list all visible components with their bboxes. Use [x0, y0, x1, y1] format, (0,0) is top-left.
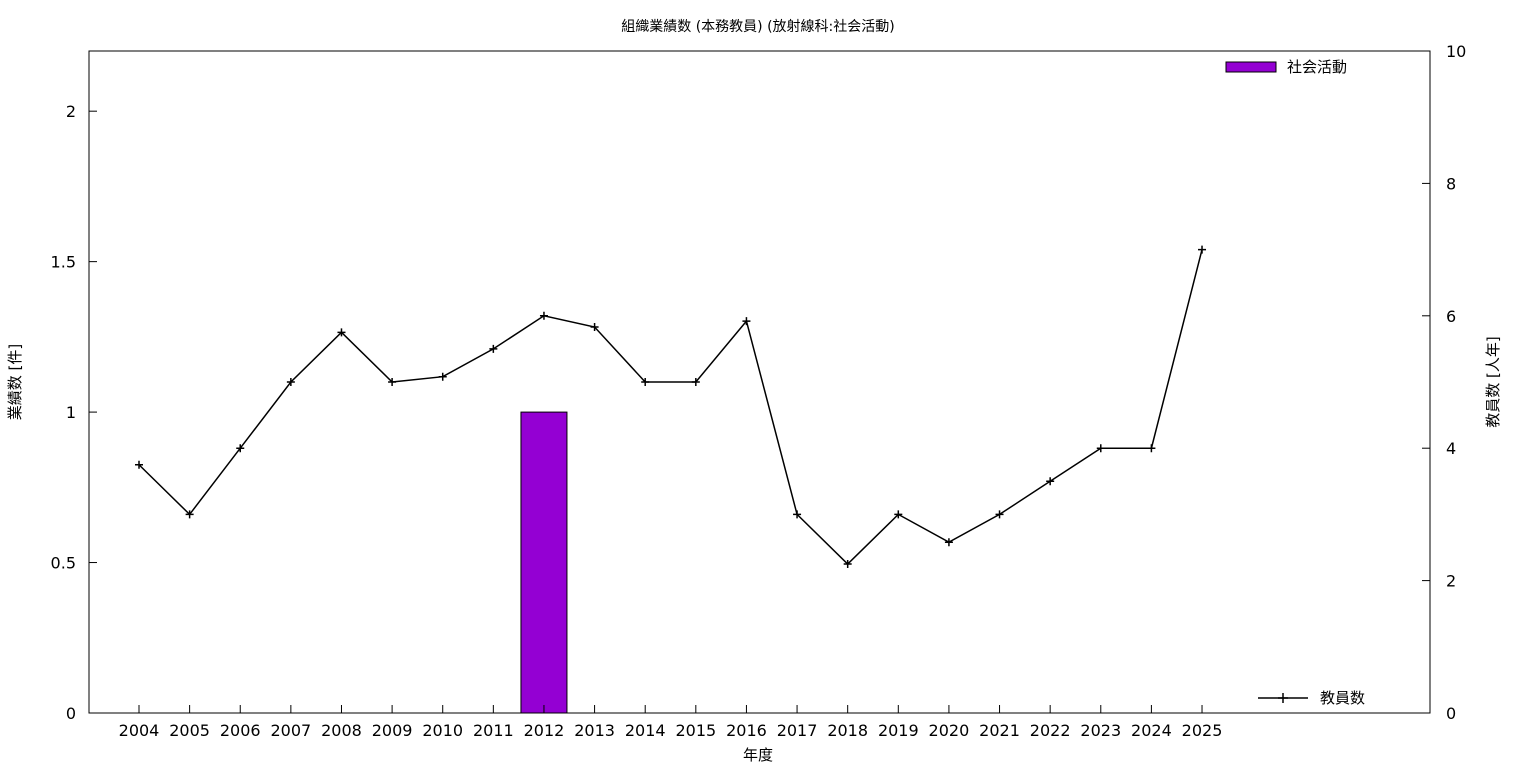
line-point: [995, 510, 1004, 519]
line-point: [1096, 444, 1105, 453]
y-tick-label: 2: [66, 102, 76, 121]
line-point: [286, 378, 295, 386]
x-tick-label: 2018: [827, 721, 868, 740]
x-tick-label: 2008: [321, 721, 362, 740]
line-point: [843, 560, 852, 569]
chart-title: 組織業績数 (本務教員) (放射線科:社会活動): [621, 19, 894, 35]
line-series: [135, 245, 1207, 569]
y-tick-label: 1: [66, 403, 76, 422]
y2-tick-label: 10: [1446, 42, 1466, 61]
line-point: [1198, 245, 1207, 254]
y2-tick-label: 2: [1446, 572, 1456, 591]
left-axis-ticks: 0 0.5 1 1.5 2: [51, 102, 97, 723]
y-tick-label: 0: [66, 704, 76, 723]
x-tick-label: 2006: [220, 721, 261, 740]
x-tick-label: 2012: [524, 721, 565, 740]
x-tick-label: 2014: [625, 721, 666, 740]
legend-line: 教員数: [1258, 689, 1365, 707]
x-tick-label: 2013: [574, 721, 615, 740]
x-tick-label: 2023: [1080, 721, 1121, 740]
x-axis-ticks: 2004 2005 2006 2007 2008 2009 2010 2011 2012 2013…: [119, 705, 1223, 740]
line-point: [691, 378, 700, 386]
legend-line-label: 教員数: [1320, 689, 1365, 707]
x-tick-label: 2017: [777, 721, 818, 740]
x-tick-label: 2015: [675, 721, 716, 740]
line-point: [438, 372, 447, 381]
x-tick-label: 2010: [422, 721, 463, 740]
bar-series: [520, 411, 568, 714]
line-point: [388, 378, 397, 386]
x-tick-label: 2016: [726, 721, 767, 740]
line-point: [590, 323, 599, 332]
line-path: [138, 249, 1203, 566]
line-point: [539, 311, 548, 320]
right-axis-ticks: 0 2 4 6 8 10: [1422, 42, 1466, 723]
x-tick-label: 2022: [1030, 721, 1071, 740]
legend-bar-label: 社会活動: [1287, 58, 1347, 76]
y-axis-label: 業績数 [件]: [6, 344, 24, 420]
line-point: [337, 328, 346, 337]
y2-tick-label: 6: [1446, 307, 1456, 326]
x-tick-label: 2020: [929, 721, 970, 740]
x-tick-label: 2011: [473, 721, 514, 740]
line-point: [641, 378, 650, 386]
bar: [520, 411, 568, 714]
line-point: [135, 460, 143, 469]
line-point: [793, 510, 802, 519]
x-tick-label: 2019: [878, 721, 919, 740]
x-tick-label: 2021: [979, 721, 1020, 740]
line-point: [944, 538, 953, 547]
x-tick-label: 2009: [372, 721, 413, 740]
legend-bar: 社会活動: [1225, 58, 1347, 76]
y2-axis-label: 教員数 [人年]: [1484, 336, 1502, 427]
line-point: [1046, 477, 1055, 486]
legend-line-marker: [1278, 693, 1288, 703]
line-point: [894, 510, 903, 519]
plot-area-frame: [88, 50, 1431, 714]
line-point: [742, 317, 751, 326]
y-tick-label: 0.5: [51, 554, 76, 573]
x-axis-label: 年度: [743, 746, 773, 764]
line-point: [185, 510, 194, 519]
line-point: [489, 344, 498, 353]
line-point: [1147, 444, 1156, 453]
x-tick-label: 2025: [1182, 721, 1223, 740]
y2-tick-label: 8: [1446, 174, 1456, 193]
line-point: [236, 444, 245, 453]
x-tick-label: 2007: [271, 721, 312, 740]
legend-bar-swatch: [1225, 61, 1277, 73]
y2-tick-label: 0: [1446, 704, 1456, 723]
x-tick-label: 2024: [1131, 721, 1172, 740]
y-tick-label: 1.5: [51, 253, 76, 272]
x-tick-label: 2004: [119, 721, 160, 740]
x-tick-label: 2005: [169, 721, 210, 740]
y2-tick-label: 4: [1446, 439, 1456, 458]
